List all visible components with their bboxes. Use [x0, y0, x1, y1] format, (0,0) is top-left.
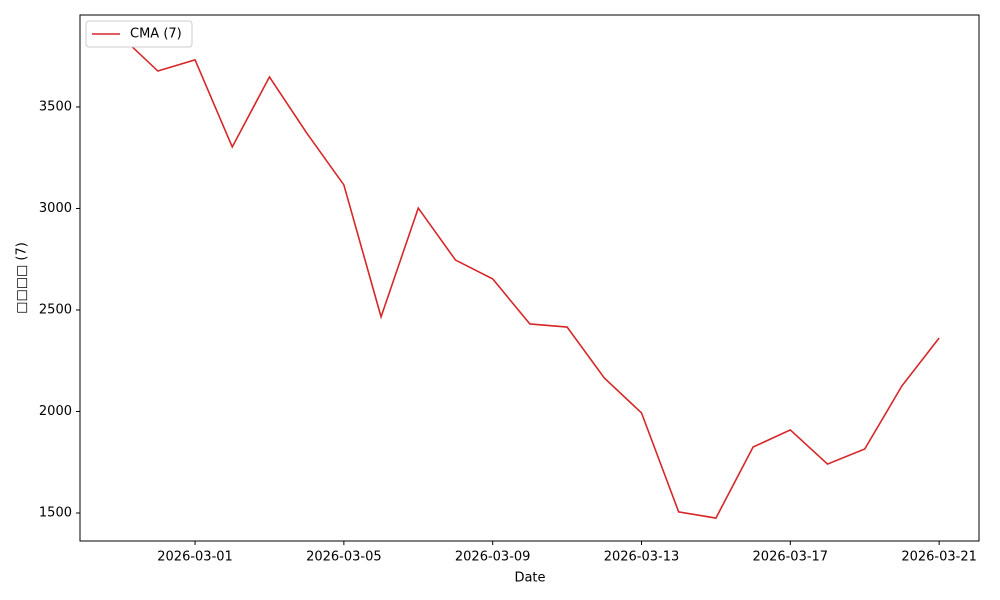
legend-box — [85, 20, 193, 48]
x-tick-label: 2026-03-05 — [306, 550, 382, 565]
x-tick-label: 2026-03-13 — [604, 550, 680, 565]
y-tick-label: 3000 — [39, 201, 72, 216]
y-tick-label: 3500 — [39, 99, 72, 114]
data-line — [120, 35, 940, 519]
x-axis-label: Date — [514, 571, 545, 586]
x-tick-label: 2026-03-09 — [455, 550, 531, 565]
y-axis-label: □□□□ (7) — [15, 242, 30, 314]
x-tick-label: 2026-03-21 — [901, 550, 977, 565]
legend-label: CMA (7) — [130, 27, 182, 42]
y-tick-label: 1500 — [39, 505, 72, 520]
plot-frame — [79, 14, 980, 542]
x-tick-label: 2026-03-17 — [753, 550, 829, 565]
y-tick-label: 2500 — [39, 302, 72, 317]
x-tick-label: 2026-03-01 — [157, 550, 233, 565]
y-tick-label: 2000 — [39, 404, 72, 419]
